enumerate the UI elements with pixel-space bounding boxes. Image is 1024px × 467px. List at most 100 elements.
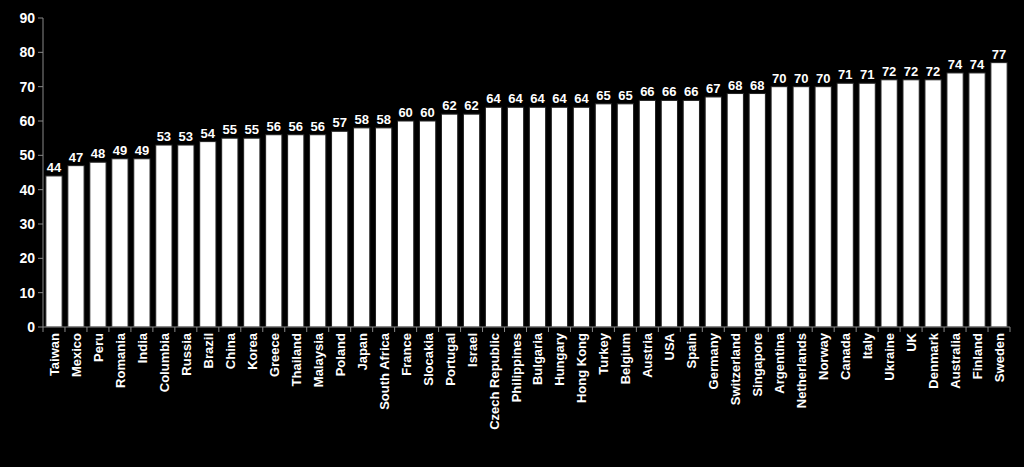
data-label: 56 — [310, 119, 324, 134]
bar — [441, 114, 457, 327]
bar — [573, 107, 589, 327]
x-tick-label: Hong Kong — [574, 333, 589, 403]
x-tick — [1010, 327, 1011, 332]
data-label: 68 — [728, 78, 742, 93]
x-tick — [592, 327, 593, 332]
y-tick-label: 40 — [19, 182, 35, 198]
x-tick-label: Netherlands — [794, 333, 809, 408]
bar — [683, 100, 699, 327]
bar — [200, 142, 216, 327]
x-tick — [614, 327, 615, 332]
y-tick-label: 70 — [19, 79, 35, 95]
y-tick-label: 60 — [19, 113, 35, 129]
bar — [485, 107, 501, 327]
x-tick — [43, 327, 44, 332]
x-tick — [152, 327, 153, 332]
data-label: 68 — [750, 78, 764, 93]
bar — [90, 162, 106, 327]
x-tick — [284, 327, 285, 332]
x-tick — [504, 327, 505, 332]
x-tick — [130, 327, 131, 332]
x-tick-label: Czech Republic — [487, 333, 502, 430]
data-label: 60 — [398, 105, 412, 120]
x-tick — [196, 327, 197, 332]
y-tick-label: 50 — [19, 147, 35, 163]
x-tick-label: Mexico — [69, 333, 84, 377]
x-tick-label: Brazil — [201, 333, 216, 368]
x-tick-label: India — [135, 332, 150, 363]
data-label: 65 — [618, 88, 632, 103]
bar — [419, 121, 435, 327]
bar — [661, 100, 677, 327]
x-tick — [768, 327, 769, 332]
x-tick-label: Israel — [465, 333, 480, 367]
bar — [354, 128, 370, 327]
x-tick-label: Poland — [333, 333, 348, 376]
bar — [727, 94, 743, 327]
x-tick — [570, 327, 571, 332]
x-tick — [526, 327, 527, 332]
bar — [837, 83, 853, 327]
data-label: 72 — [926, 64, 940, 79]
data-label: 64 — [530, 91, 545, 106]
x-tick — [416, 327, 417, 332]
data-label: 66 — [684, 84, 698, 99]
x-tick-label: Turkey — [596, 332, 611, 374]
data-label: 71 — [838, 67, 852, 82]
x-tick-label: UK — [904, 332, 919, 351]
bar — [881, 80, 897, 327]
data-label: 49 — [135, 143, 149, 158]
x-tick-label: Malaysia — [311, 332, 326, 387]
bar — [705, 97, 721, 327]
bar — [969, 73, 985, 327]
bar — [551, 107, 567, 327]
data-label: 49 — [113, 143, 127, 158]
data-label: 64 — [508, 91, 523, 106]
y-tick — [38, 224, 43, 225]
x-tick — [64, 327, 65, 332]
x-tick — [174, 327, 175, 332]
data-label: 55 — [223, 122, 237, 137]
bar — [310, 135, 326, 327]
bar — [639, 100, 655, 327]
x-tick — [724, 327, 725, 332]
x-tick — [856, 327, 857, 332]
x-tick — [900, 327, 901, 332]
x-tick-label: Italy — [860, 332, 875, 359]
x-tick — [350, 327, 351, 332]
data-label: 53 — [179, 129, 193, 144]
x-tick-label: Portugal — [443, 333, 458, 386]
bar — [68, 166, 84, 327]
x-tick-label: Finland — [970, 333, 985, 379]
bar — [266, 135, 282, 327]
bar — [925, 80, 941, 327]
data-label: 55 — [245, 122, 259, 137]
x-tick — [988, 327, 989, 332]
bar — [156, 145, 172, 327]
data-label: 66 — [662, 84, 676, 99]
data-label: 62 — [442, 98, 456, 113]
chart: 0102030405060708090TaiwanMexicoPeruRoman… — [0, 0, 1024, 467]
y-tick — [38, 189, 43, 190]
x-tick-label: Korea — [245, 332, 260, 370]
x-tick — [218, 327, 219, 332]
bar — [397, 121, 413, 327]
x-tick-label: Japan — [355, 333, 370, 371]
x-tick — [746, 327, 747, 332]
bar — [463, 114, 479, 327]
x-tick-label: Denmark — [926, 332, 941, 388]
bar — [112, 159, 128, 327]
background — [0, 0, 1024, 467]
x-tick — [372, 327, 373, 332]
bar — [991, 63, 1007, 327]
data-label: 77 — [992, 47, 1006, 62]
bar — [507, 107, 523, 327]
bars — [46, 63, 1007, 327]
data-label: 58 — [376, 112, 390, 127]
x-tick-label: France — [399, 333, 414, 376]
bar — [46, 176, 62, 327]
x-tick — [460, 327, 461, 332]
bar — [178, 145, 194, 327]
data-label: 67 — [706, 81, 720, 96]
data-label: 47 — [69, 150, 83, 165]
